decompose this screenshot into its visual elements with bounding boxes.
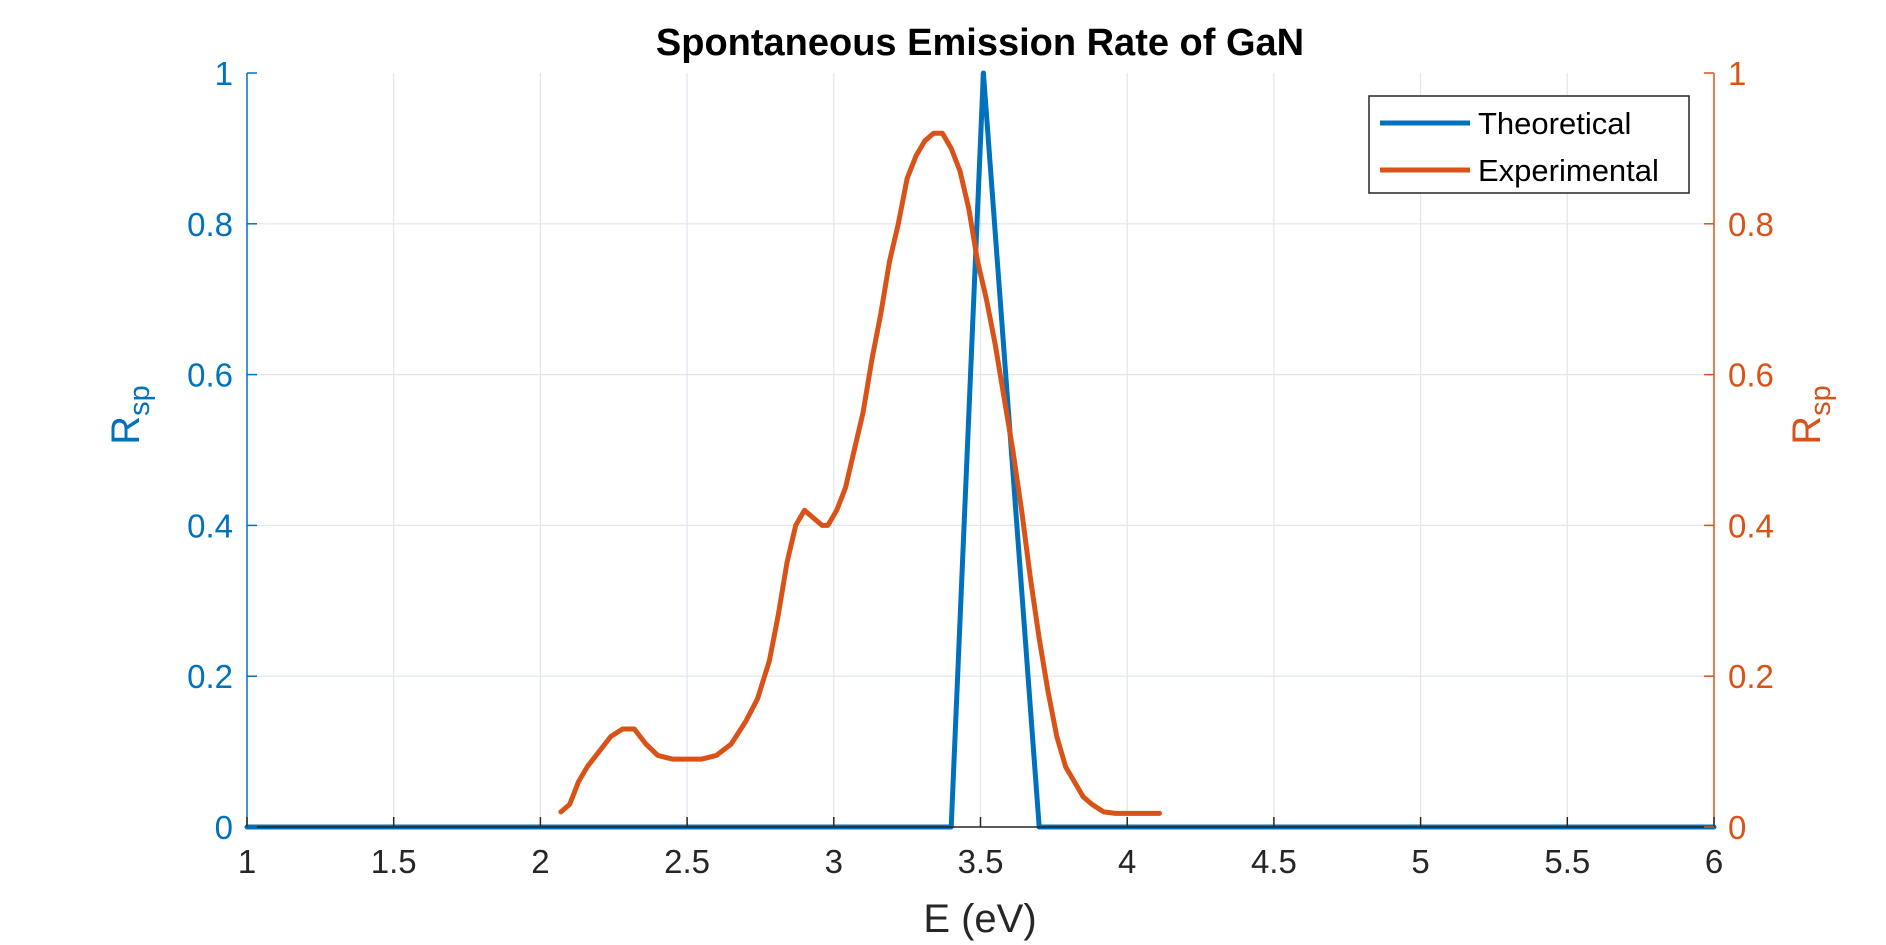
y-axis-label-left-main: R bbox=[104, 416, 148, 445]
y-axis-label-left: Rsp bbox=[104, 385, 156, 445]
legend: Theoretical Experimental bbox=[1368, 95, 1690, 194]
y-tick-label-left: 0.4 bbox=[187, 507, 233, 544]
x-tick-label: 4 bbox=[1118, 843, 1136, 880]
x-tick-label: 5 bbox=[1411, 843, 1429, 880]
x-tick-label: 5.5 bbox=[1544, 843, 1590, 880]
x-tick-label: 2 bbox=[531, 843, 549, 880]
series-line-experimental bbox=[558, 130, 1162, 816]
x-tick-label: 6 bbox=[1705, 843, 1723, 880]
y-axis-label-right-main: R bbox=[1785, 416, 1829, 445]
legend-box bbox=[1368, 95, 1690, 194]
y-tick-label-right: 0.6 bbox=[1728, 357, 1774, 394]
y-tick-label-right: 0 bbox=[1728, 809, 1746, 846]
y-tick-label-right: 0.4 bbox=[1728, 507, 1774, 544]
x-tick-label: 3.5 bbox=[958, 843, 1004, 880]
x-axis-label: E (eV) bbox=[923, 897, 1036, 941]
x-tick-label: 3 bbox=[825, 843, 843, 880]
y-tick-label-right: 0.2 bbox=[1728, 658, 1774, 695]
y-tick-label-left: 1 bbox=[215, 55, 233, 92]
x-tick-label: 1 bbox=[238, 843, 256, 880]
x-tick-label: 4.5 bbox=[1251, 843, 1297, 880]
legend-label-theoretical: Theoretical bbox=[1478, 106, 1631, 141]
y-axis-label-left-sub: sp bbox=[124, 385, 156, 416]
ticks: 1 1.5 2 2.5 3 3.5 4 4.5 5 5.5 60 00.2 0.20.4 0.40.6 0.… bbox=[187, 55, 1774, 880]
y-axis-label-right-sub: sp bbox=[1805, 385, 1837, 416]
chart-title: Spontaneous Emission Rate of GaN bbox=[656, 22, 1304, 64]
y-tick-label-left: 0.8 bbox=[187, 206, 233, 243]
y-tick-label-right: 0.8 bbox=[1728, 206, 1774, 243]
grid bbox=[247, 73, 1714, 827]
y-tick-label-right: 1 bbox=[1728, 55, 1746, 92]
y-tick-label-left: 0.2 bbox=[187, 658, 233, 695]
y-tick-label-left: 0 bbox=[215, 809, 233, 846]
legend-label-experimental: Experimental bbox=[1478, 153, 1659, 188]
x-tick-label: 1.5 bbox=[371, 843, 417, 880]
y-axis-label-right: Rsp bbox=[1785, 385, 1837, 445]
y-tick-label-left: 0.6 bbox=[187, 357, 233, 394]
x-tick-label: 2.5 bbox=[664, 843, 710, 880]
